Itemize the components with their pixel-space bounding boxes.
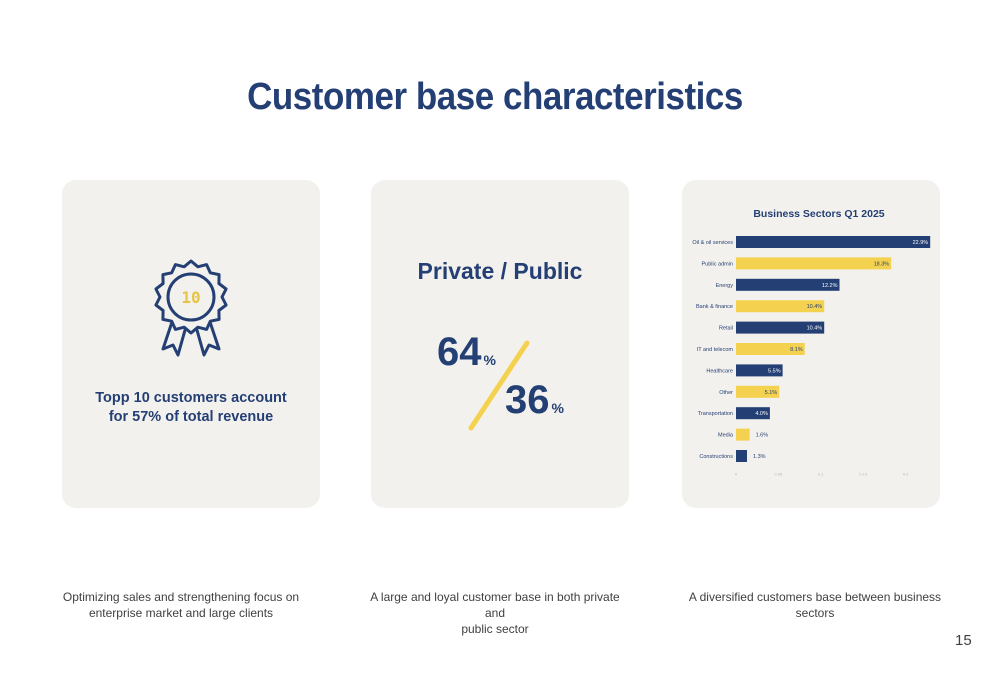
category-label: Constructions — [699, 454, 733, 460]
chart-title: Business Sectors Q1 2025 — [753, 208, 884, 220]
public-unit: % — [551, 400, 564, 416]
bar — [736, 257, 892, 270]
x-tick-label: 0.1 — [818, 471, 824, 476]
category-label: Public admin — [702, 261, 734, 267]
value-label: 10.4% — [807, 326, 823, 332]
x-tick-label: 0.2 — [903, 471, 909, 476]
value-label: 8.1% — [790, 347, 803, 353]
caption-2-line2: public sector — [461, 622, 529, 636]
private-public-card: Private / Public 64% 36% — [371, 180, 629, 508]
private-percentage: 64% — [437, 330, 496, 375]
award-ribbon-icon — [154, 259, 228, 357]
bar — [736, 450, 747, 462]
top-customers-text-line1: Topp 10 customers account — [95, 390, 287, 406]
category-label: Media — [718, 433, 734, 439]
caption-1-line2: enterprise market and large clients — [88, 606, 274, 620]
x-tick-label: 0 — [735, 471, 738, 476]
bar — [736, 300, 825, 313]
slash-divider — [468, 340, 530, 431]
slide-title: Customer base characteristics — [247, 76, 743, 118]
category-label: Bank & finance — [696, 304, 733, 310]
category-label: IT and telecom — [697, 347, 734, 353]
caption-loyal-customers: A large and loyal customer base in both … — [360, 589, 630, 637]
caption-2-line1: A large and loyal customer base in both … — [370, 590, 620, 620]
business-sectors-chart: Business Sectors Q1 2025 Oil & oil servi… — [692, 208, 931, 476]
bar — [736, 407, 770, 420]
top-customers-text-line2: for 57% of total revenue — [108, 409, 274, 425]
caption-diversified-sectors: A diversified customers base between bus… — [680, 589, 950, 621]
value-label: 12.2% — [822, 283, 838, 289]
caption-1-line1: Optimizing sales and strengthening focus… — [62, 590, 300, 604]
public-percentage: 36% — [505, 378, 564, 423]
value-label: 4.0% — [755, 411, 768, 417]
top-customers-text: Topp 10 customers account for 57% of tot… — [62, 389, 320, 427]
public-value: 36 — [505, 378, 550, 422]
category-label: Oil & oil services — [692, 240, 733, 246]
category-label: Energy — [716, 283, 734, 289]
page-number: 15 — [955, 632, 972, 649]
top-customers-card: 10 Topp 10 customers account for 57% of … — [62, 180, 320, 508]
private-value: 64 — [437, 330, 482, 374]
value-label: 5.1% — [765, 390, 778, 396]
x-tick-label: 0.15 — [859, 471, 868, 476]
category-label: Transportation — [698, 411, 733, 417]
category-label: Retail — [719, 326, 733, 332]
bar — [736, 343, 805, 355]
value-label: 18.3% — [874, 261, 890, 267]
value-label: 22.9% — [913, 240, 929, 246]
business-sectors-card: Business Sectors Q1 2025 Oil & oil servi… — [682, 180, 940, 508]
private-public-title: Private / Public — [417, 258, 583, 284]
caption-enterprise-focus: Optimizing sales and strengthening focus… — [46, 589, 316, 621]
value-label: 1.3% — [753, 454, 766, 460]
category-label: Healthcare — [706, 368, 733, 374]
value-label: 5.5% — [768, 368, 781, 374]
value-label: 10.4% — [807, 304, 823, 310]
badge-number: 10 — [181, 288, 201, 307]
bar — [736, 428, 750, 441]
bar — [736, 321, 825, 334]
private-unit: % — [483, 352, 496, 368]
caption-3-line1: A diversified customers base between bus… — [688, 590, 942, 604]
value-label: 1.6% — [756, 433, 769, 439]
bar — [736, 364, 783, 377]
x-tick-label: 0.05 — [775, 471, 784, 476]
category-label: Other — [719, 390, 733, 396]
bar — [736, 385, 780, 398]
bar — [736, 236, 931, 248]
caption-3-line2: sectors — [795, 606, 835, 620]
bar — [736, 278, 840, 291]
